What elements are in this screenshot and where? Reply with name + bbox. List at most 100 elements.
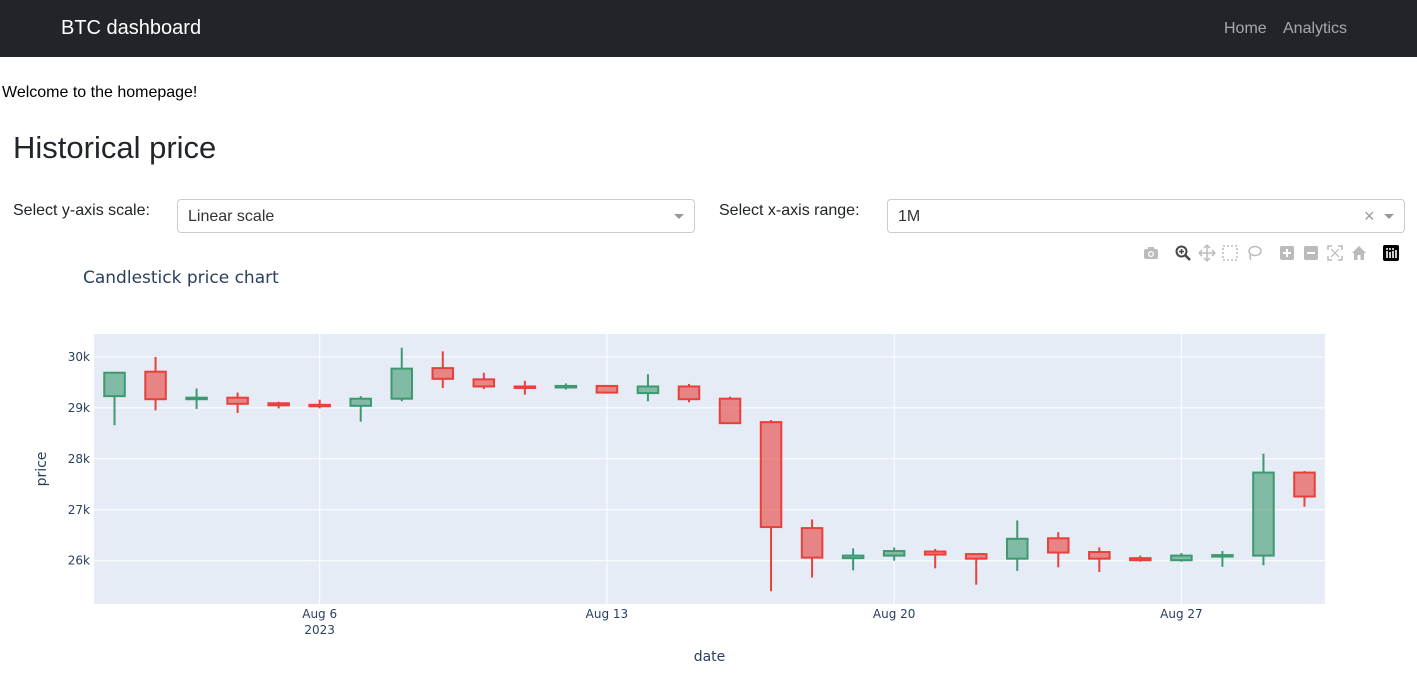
nav-link-analytics[interactable]: Analytics xyxy=(1283,20,1348,37)
candlestick[interactable] xyxy=(472,372,496,390)
chevron-down-icon[interactable] xyxy=(1384,214,1394,219)
candle-body xyxy=(677,385,701,401)
x-axis-title: date xyxy=(694,649,726,665)
candlestick[interactable] xyxy=(1252,453,1275,566)
candle-body xyxy=(349,397,372,407)
x-tick-label: Aug 13 xyxy=(586,607,629,621)
candle-body xyxy=(554,384,578,389)
x-tick-label: Aug 27 xyxy=(1160,607,1203,621)
candle-body xyxy=(390,367,414,400)
candle-body xyxy=(226,396,249,405)
autoscale-icon[interactable] xyxy=(1326,244,1344,262)
candlestick[interactable] xyxy=(308,399,331,409)
y-scale-selected-value: Linear scale xyxy=(188,208,275,225)
chevron-down-icon[interactable] xyxy=(674,214,684,219)
y-tick-label: 26k xyxy=(68,554,90,568)
candlestick[interactable] xyxy=(144,356,167,411)
candlestick[interactable] xyxy=(390,347,414,402)
candle-body xyxy=(1129,557,1152,562)
reset-axes-icon[interactable] xyxy=(1350,244,1368,262)
candlestick[interactable] xyxy=(1170,553,1193,562)
candle-body xyxy=(513,385,537,389)
candlestick[interactable] xyxy=(964,553,988,585)
candle-body xyxy=(1047,537,1070,554)
candle-body xyxy=(144,370,167,401)
chart-title: Candlestick price chart xyxy=(83,268,279,288)
candlestick[interactable] xyxy=(103,371,126,426)
y-scale-label: Select y-axis scale: xyxy=(13,202,150,219)
camera-icon[interactable] xyxy=(1142,244,1160,262)
y-axis-title: price xyxy=(34,452,50,487)
candle-body xyxy=(718,397,742,425)
welcome-text: Welcome to the homepage! xyxy=(2,84,198,101)
y-scale-dropdown[interactable]: Linear scale xyxy=(177,199,695,233)
clear-icon[interactable]: × xyxy=(1364,206,1375,226)
navbar: BTC dashboard Home Analytics xyxy=(0,0,1417,57)
candle-body xyxy=(964,553,988,560)
candle-body xyxy=(882,550,906,557)
candle-body xyxy=(472,378,496,388)
candle-body xyxy=(1005,537,1029,560)
candlestick[interactable] xyxy=(677,383,701,403)
candle-body xyxy=(185,396,208,401)
candlestick[interactable] xyxy=(636,374,660,402)
candle-body xyxy=(267,402,290,407)
candlestick[interactable] xyxy=(800,519,824,578)
candle-body xyxy=(923,550,947,556)
zoom-in-icon[interactable] xyxy=(1278,244,1296,262)
navbar-brand[interactable]: BTC dashboard xyxy=(61,17,202,39)
candle-body xyxy=(595,384,619,394)
y-tick-label: 29k xyxy=(68,401,90,415)
candle-body xyxy=(431,367,455,380)
candlestick[interactable] xyxy=(1293,471,1316,507)
candle-body xyxy=(1088,551,1111,560)
pan-icon[interactable] xyxy=(1198,244,1216,262)
candlestick[interactable] xyxy=(513,380,537,395)
candle-body xyxy=(1252,471,1275,557)
y-tick-label: 28k xyxy=(68,452,90,466)
candlestick[interactable] xyxy=(267,401,290,409)
y-tick-label: 27k xyxy=(68,503,90,517)
candlestick[interactable] xyxy=(1211,551,1234,567)
candlestick[interactable] xyxy=(1088,547,1111,572)
candlestick[interactable] xyxy=(431,351,455,388)
candlestick[interactable] xyxy=(718,396,742,425)
candle-body xyxy=(1211,554,1234,558)
candlestick[interactable] xyxy=(1129,555,1152,562)
candlestick[interactable] xyxy=(1005,520,1029,571)
candlestick[interactable] xyxy=(554,383,578,390)
lasso-select-icon[interactable] xyxy=(1245,244,1263,262)
candlestick[interactable] xyxy=(185,388,208,409)
candle-body xyxy=(759,421,783,529)
zoom-out-icon[interactable] xyxy=(1302,244,1320,262)
nav-link-home[interactable]: Home xyxy=(1224,20,1267,37)
candlestick[interactable] xyxy=(226,392,249,413)
candlestick[interactable] xyxy=(759,420,783,592)
candle-body xyxy=(1170,554,1193,562)
page-title: Historical price xyxy=(13,130,217,165)
candle-body xyxy=(841,554,865,560)
candle-body xyxy=(1293,471,1316,498)
candlestick[interactable] xyxy=(349,396,372,422)
x-range-label: Select x-axis range: xyxy=(719,202,860,219)
x-range-selected-value: 1M xyxy=(898,208,921,225)
candlestick[interactable] xyxy=(882,547,906,561)
candlestick[interactable] xyxy=(923,548,947,569)
x-tick-sublabel: 2023 xyxy=(304,623,335,637)
plot-area[interactable] xyxy=(94,334,1325,604)
zoom-icon[interactable] xyxy=(1174,244,1192,262)
candle-body xyxy=(800,527,824,559)
x-tick-label: Aug 6 xyxy=(302,607,337,621)
plotly-logo-icon[interactable] xyxy=(1382,244,1400,262)
candlestick[interactable] xyxy=(841,548,865,571)
candlestick[interactable] xyxy=(595,384,619,394)
candle-body xyxy=(308,403,331,408)
candle-body xyxy=(636,385,660,395)
box-select-icon[interactable] xyxy=(1221,244,1239,262)
x-tick-label: Aug 20 xyxy=(873,607,916,621)
candle-body xyxy=(103,371,126,398)
candlestick[interactable] xyxy=(1047,532,1070,568)
y-tick-label: 30k xyxy=(68,350,90,364)
x-range-dropdown[interactable]: 1M × xyxy=(887,199,1405,233)
